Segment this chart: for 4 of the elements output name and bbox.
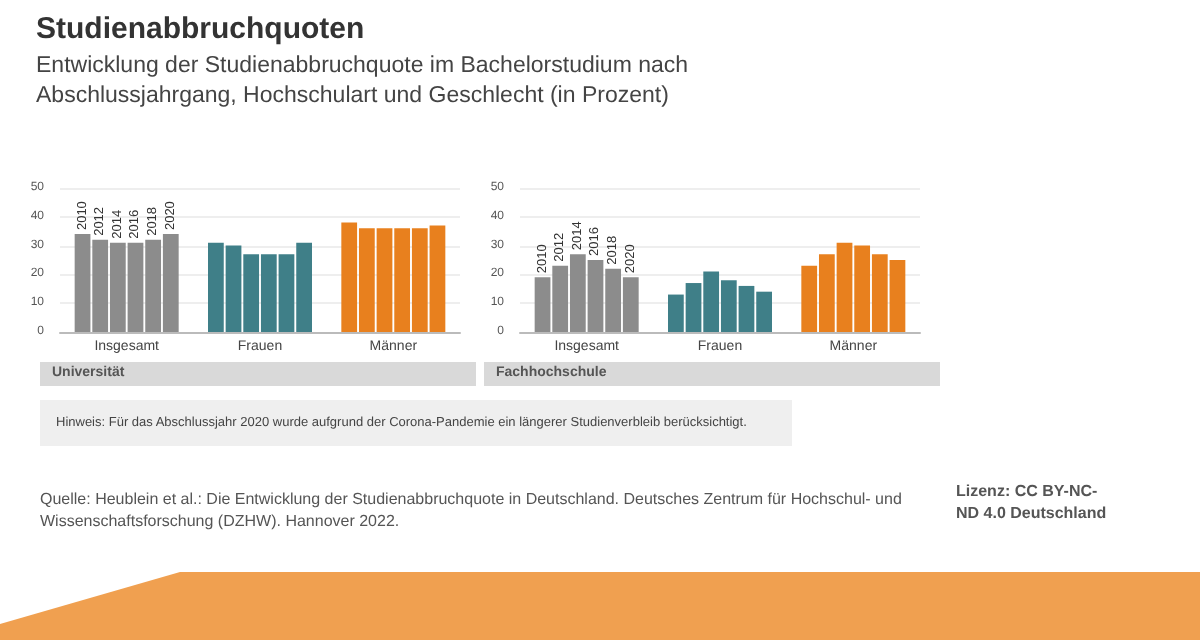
chart-subtitle: Entwicklung der Studienabbruchquote im Bachelorstudium nach Abschlussjahrgang, Hochschulart und Geschlecht (in Prozent)	[36, 52, 691, 112]
source-note: Quelle: Heublein et al.: Die Entwicklung der Studienabbruchquote in Deutschland. Deutsches Zentrum für Hochschul- und Wissenschaftsforschung (DZHW). Hannover 2022.	[40, 488, 904, 532]
text: Lizenz: CC BY-NC-ND 4.0 Deutschland	[956, 480, 1109, 524]
chart-title: Studienabbruchquoten	[36, 12, 365, 46]
